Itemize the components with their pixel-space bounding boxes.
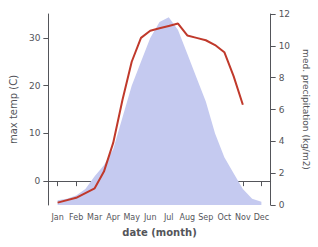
svg-text:max temp (C): max temp (C) xyxy=(8,75,19,144)
svg-text:Jan: Jan xyxy=(50,213,63,222)
svg-text:Jul: Jul xyxy=(163,213,174,222)
svg-text:Aug: Aug xyxy=(179,213,195,222)
svg-text:6: 6 xyxy=(279,105,285,115)
svg-text:0: 0 xyxy=(35,176,41,186)
svg-text:Jun: Jun xyxy=(143,213,157,222)
svg-text:2: 2 xyxy=(279,168,285,178)
svg-text:Apr: Apr xyxy=(106,213,121,222)
svg-text:May: May xyxy=(123,213,140,222)
svg-text:med. precipitation (kg/m2): med. precipitation (kg/m2) xyxy=(301,49,311,170)
svg-text:Dec: Dec xyxy=(254,213,269,222)
svg-text:Oct: Oct xyxy=(217,213,231,222)
svg-text:date (month): date (month) xyxy=(122,227,196,238)
svg-text:Nov: Nov xyxy=(235,213,251,222)
svg-text:8: 8 xyxy=(279,73,285,83)
svg-text:4: 4 xyxy=(279,136,285,146)
svg-text:Feb: Feb xyxy=(69,213,83,222)
svg-text:Mar: Mar xyxy=(87,213,103,222)
svg-text:10: 10 xyxy=(279,41,291,51)
svg-text:30: 30 xyxy=(29,33,41,43)
svg-text:12: 12 xyxy=(279,9,290,19)
svg-text:Sep: Sep xyxy=(198,213,213,222)
svg-text:0: 0 xyxy=(279,200,285,210)
svg-text:10: 10 xyxy=(29,128,41,138)
svg-text:20: 20 xyxy=(29,81,41,91)
